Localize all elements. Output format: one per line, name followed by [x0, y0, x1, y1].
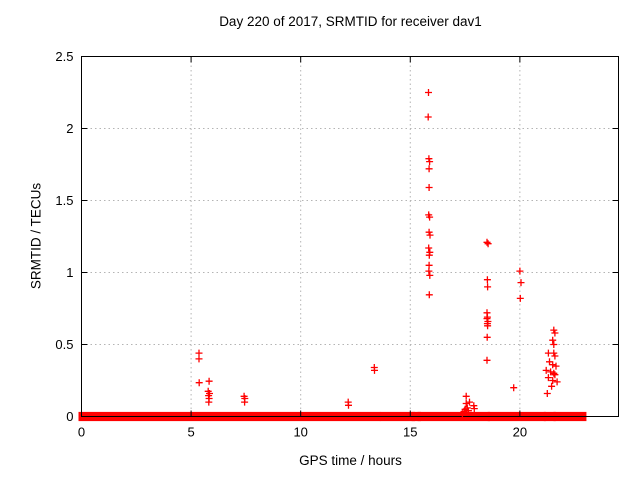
x-tick-label: 20: [513, 425, 527, 440]
axis-ticks: [81, 56, 619, 417]
y-tick-label: 0: [66, 409, 73, 424]
y-tick-label: 2.5: [55, 49, 73, 64]
data-point-markers: [195, 89, 561, 418]
y-tick-label: 1: [66, 265, 73, 280]
y-tick-label: 2: [66, 121, 73, 136]
x-tick-label: 5: [187, 425, 194, 440]
y-tick-label: 0.5: [55, 337, 73, 352]
y-tick-label: 1.5: [55, 193, 73, 208]
x-tick-label: 10: [293, 425, 307, 440]
x-axis-label: GPS time / hours: [299, 453, 402, 468]
chart-title: Day 220 of 2017, SRMTID for receiver dav…: [219, 14, 482, 29]
x-tick-label: 0: [78, 425, 85, 440]
x-tick-label: 15: [403, 425, 417, 440]
plot-border: [81, 56, 619, 417]
